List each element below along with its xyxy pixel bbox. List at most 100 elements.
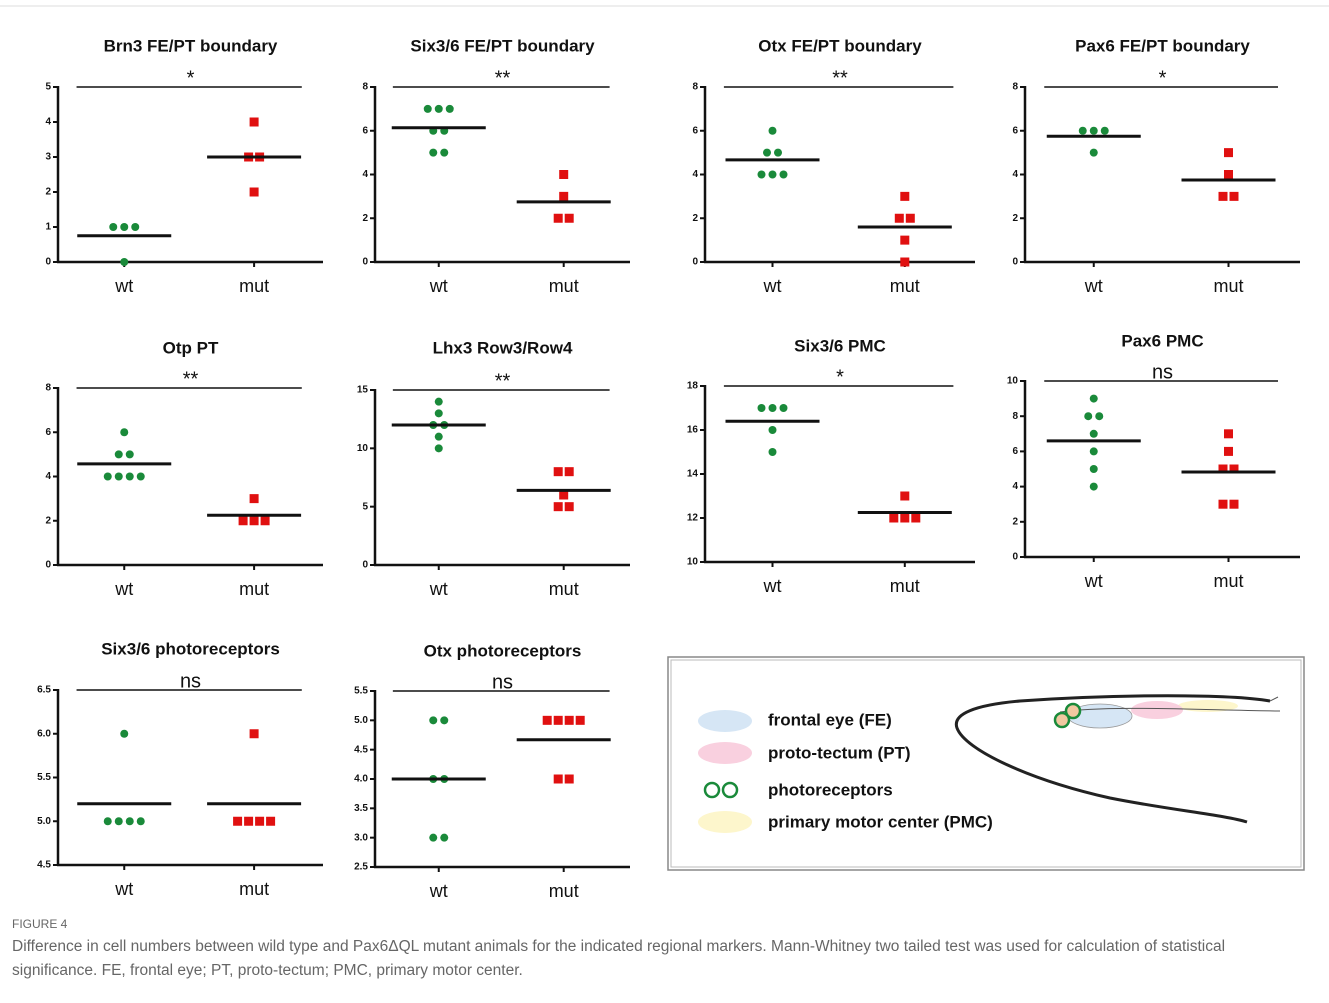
data-point <box>424 105 432 113</box>
data-point <box>780 171 788 179</box>
data-point <box>435 105 443 113</box>
data-point <box>565 716 574 725</box>
y-tick-label: 1 <box>45 222 51 233</box>
legend-label: proto-tectum (PT) <box>768 743 911 762</box>
data-point <box>109 223 117 231</box>
y-tick-label: 0 <box>1012 552 1018 563</box>
data-point <box>900 192 909 201</box>
data-point <box>1084 412 1092 420</box>
y-tick-label: 10 <box>687 557 699 568</box>
x-tick-label: mut <box>890 276 920 296</box>
data-point <box>769 171 777 179</box>
y-tick-label: 6.0 <box>37 728 51 739</box>
y-tick-label: 0 <box>692 257 698 268</box>
x-tick-label: wt <box>429 579 448 599</box>
data-point <box>554 502 563 511</box>
data-point <box>1090 447 1098 455</box>
y-tick-label: 4 <box>1012 169 1018 180</box>
y-tick-label: 2.5 <box>354 862 368 873</box>
y-tick-label: 18 <box>687 381 699 392</box>
data-point <box>1090 483 1098 491</box>
chart-title: Brn3 FE/PT boundary <box>104 36 278 55</box>
y-tick-label: 5 <box>45 82 51 93</box>
data-point <box>900 236 909 245</box>
y-tick-label: 8 <box>45 383 51 394</box>
y-tick-label: 2 <box>1012 213 1018 224</box>
y-tick-label: 5 <box>362 501 368 512</box>
x-tick-label: wt <box>429 881 448 901</box>
data-point <box>115 817 123 825</box>
data-point <box>435 444 443 452</box>
x-tick-label: mut <box>239 276 269 296</box>
figure: frontal eye (FE) proto-tectum (PT) photo… <box>0 0 1329 910</box>
y-tick-label: 8 <box>1012 82 1018 93</box>
y-tick-label: 3.5 <box>354 803 368 814</box>
data-point <box>911 514 920 523</box>
data-point <box>250 188 259 197</box>
y-tick-label: 16 <box>687 425 699 436</box>
x-tick-label: mut <box>549 881 579 901</box>
legend-box-inner <box>671 660 1301 867</box>
y-tick-label: 2 <box>692 213 698 224</box>
significance-label: * <box>836 366 844 388</box>
data-point <box>137 817 145 825</box>
y-tick-label: 5.5 <box>354 686 368 697</box>
data-point <box>250 494 259 503</box>
y-tick-label: 6 <box>45 427 51 438</box>
x-tick-label: wt <box>114 276 133 296</box>
embryo-diagram <box>956 696 1280 822</box>
data-point <box>900 514 909 523</box>
data-point <box>1090 465 1098 473</box>
y-tick-label: 2 <box>45 515 51 526</box>
data-point <box>115 473 123 481</box>
caption-text: Difference in cell numbers between wild … <box>12 935 1312 983</box>
data-point <box>120 258 128 266</box>
data-point <box>1095 412 1103 420</box>
data-point <box>120 428 128 436</box>
data-point <box>1090 395 1098 403</box>
data-point <box>1224 429 1233 438</box>
data-point <box>250 729 259 738</box>
data-point <box>554 716 563 725</box>
data-point <box>758 171 766 179</box>
y-tick-label: 4 <box>45 471 51 482</box>
chart-title: Lhx3 Row3/Row4 <box>433 338 573 357</box>
pr-swatch <box>705 783 719 797</box>
data-point <box>895 214 904 223</box>
data-point <box>104 817 112 825</box>
data-point <box>543 716 552 725</box>
significance-label: ** <box>495 370 511 392</box>
x-tick-label: mut <box>1213 571 1243 591</box>
data-point <box>554 214 563 223</box>
data-point <box>900 492 909 501</box>
data-point <box>244 817 253 826</box>
y-tick-label: 4 <box>692 169 698 180</box>
y-tick-label: 8 <box>692 82 698 93</box>
y-tick-label: 8 <box>1012 411 1018 422</box>
significance-label: ns <box>180 670 201 692</box>
y-tick-label: 10 <box>357 443 369 454</box>
data-point <box>1219 500 1228 509</box>
data-point <box>758 404 766 412</box>
x-tick-label: mut <box>549 579 579 599</box>
y-tick-label: 3 <box>45 152 51 163</box>
y-tick-label: 12 <box>687 513 699 524</box>
significance-label: ** <box>832 67 848 89</box>
data-point <box>137 473 145 481</box>
data-point <box>576 716 585 725</box>
chart-title: Otx photoreceptors <box>424 641 582 660</box>
data-point <box>435 433 443 441</box>
y-tick-label: 2 <box>362 213 368 224</box>
y-tick-label: 0 <box>1012 257 1018 268</box>
legend-box <box>668 657 1304 870</box>
y-tick-label: 5.0 <box>354 715 368 726</box>
significance-label: ** <box>183 368 199 390</box>
data-point <box>780 404 788 412</box>
x-tick-label: mut <box>239 879 269 899</box>
data-point <box>565 214 574 223</box>
x-tick-label: wt <box>114 879 133 899</box>
data-point <box>120 223 128 231</box>
data-point <box>1230 500 1239 509</box>
data-point <box>1101 127 1109 135</box>
data-point <box>255 817 264 826</box>
